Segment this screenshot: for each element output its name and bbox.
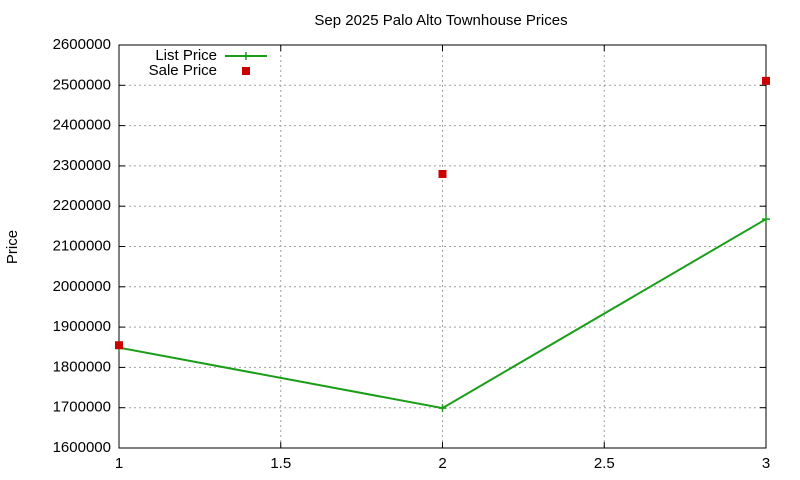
y-tick-label: 2600000 [53,36,111,53]
x-tick-label: 1.5 [270,455,291,472]
y-tick-label: 2200000 [53,197,111,214]
point-marker [762,76,770,85]
y-tick-label: 1800000 [53,358,111,375]
y-tick-label: 2400000 [53,117,111,134]
y-tick-label: 1900000 [53,318,111,335]
legend-swatch [242,67,250,75]
y-tick-label: 2100000 [53,237,111,254]
y-tick-label: 2300000 [53,157,111,174]
y-axis-label: Price [4,230,21,264]
legend-swatch [242,52,250,60]
point-marker [438,404,447,413]
legend-label: List Price [155,47,217,64]
legend-label: Sale Price [149,62,217,79]
point-marker [762,215,770,224]
y-tick-label: 1600000 [53,439,111,456]
chart-title: Sep 2025 Palo Alto Townhouse Prices [314,12,567,29]
y-tick-label: 2000000 [53,278,111,295]
plot-border [118,44,767,449]
series-line [118,218,767,410]
x-tick-label: 2 [438,455,446,472]
x-tick-label: 3 [762,455,770,472]
x-tick-label: 1 [115,455,123,472]
y-tick-label: 1700000 [53,399,111,416]
point-marker [115,341,123,350]
y-tick-label: 2500000 [53,76,111,93]
point-marker [438,169,447,178]
x-tick-label: 2.5 [594,455,615,472]
